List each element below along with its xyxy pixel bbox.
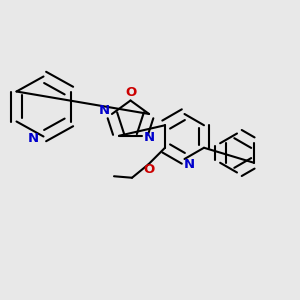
Text: O: O — [143, 163, 154, 176]
Text: N: N — [183, 158, 195, 172]
Text: N: N — [27, 131, 39, 145]
Text: N: N — [99, 104, 110, 118]
Text: N: N — [144, 131, 155, 144]
Text: O: O — [125, 86, 136, 100]
